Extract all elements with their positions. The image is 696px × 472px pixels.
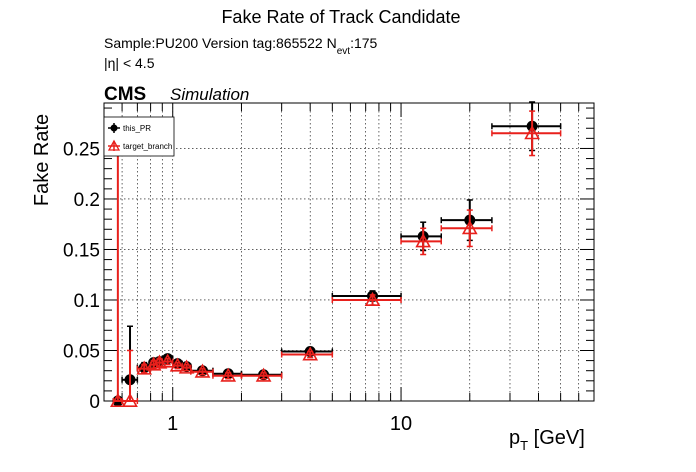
y-axis-title: Fake Rate [31,114,53,206]
data-point [109,392,126,408]
x-tick-label: 1 [167,413,178,435]
series-target_branch [109,110,562,408]
data-point [255,367,272,382]
nevt-subscript: evt [337,46,351,57]
cms-label: CMS [104,84,146,105]
x-axis-title-unit: [GeV] [528,427,585,449]
legend-marker [110,124,118,132]
series-this_PR [112,101,562,407]
grid-lines [103,103,595,401]
legend: this_PR target_branch [103,116,175,157]
y-tick-label: 0 [89,392,100,413]
x-axis-ticks: 1 10 [103,103,595,435]
x-tick-label: 10 [390,413,412,435]
data-point [415,233,432,248]
y-tick-label: 0.05 [63,341,100,362]
simulation-label: Simulation [170,85,249,104]
plot-frame [103,102,595,402]
legend-label: this_PR [123,124,151,133]
nevt-value: :175 [350,35,377,51]
data-point [302,346,319,361]
data-point [461,220,478,235]
y-tick-label: 0.25 [63,139,100,160]
data-point [169,357,186,372]
data-point [364,291,381,306]
eta-cut: |η| < 4.5 [104,55,155,71]
y-tick-label: 0.15 [63,240,100,261]
data-point [524,125,540,140]
chart-title: Fake Rate of Track Candidate [221,7,460,27]
sample-line: Sample:PU200 Version tag:865522 N [104,35,337,51]
legend-entry-this_PR: this_PR [108,123,151,133]
y-tick-label: 0.1 [74,291,100,312]
y-tick-label: 0.2 [74,190,100,211]
data-point [194,363,211,378]
series-layer [109,101,562,408]
sample-info: Sample:PU200 Version tag:865522 Nevt:175 [104,35,378,57]
legend-marker [107,139,121,151]
x-axis-title-sub: T [520,438,528,453]
legend-entry-target_branch: target_branch [107,139,172,151]
x-axis-title-main: p [509,427,520,449]
data-point [122,392,138,408]
legend-label: target_branch [123,142,172,151]
x-axis-title: pT [GeV] [509,427,585,453]
y-axis-ticks: 0 0.05 0.1 0.15 0.2 0.25 [63,107,594,413]
data-point [178,359,195,374]
data-point [159,353,176,368]
data-point [220,367,237,382]
